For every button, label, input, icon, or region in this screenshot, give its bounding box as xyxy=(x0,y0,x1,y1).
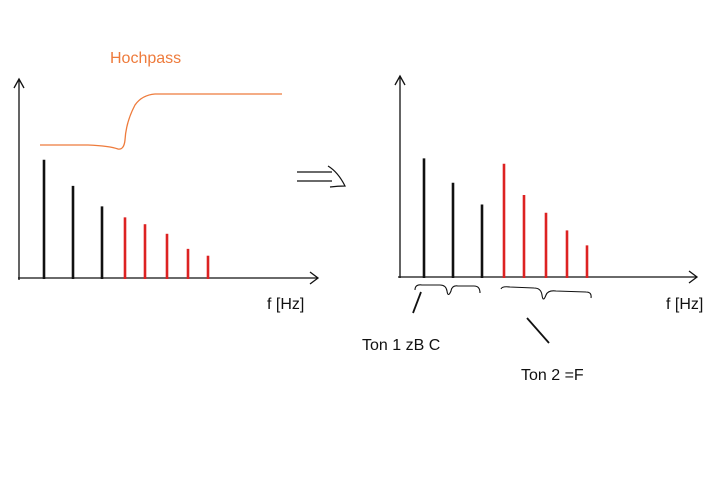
tone1-pointer xyxy=(412,291,422,314)
left-harmonic-bars xyxy=(42,159,210,279)
tone2-brace xyxy=(500,286,592,300)
right-x-axis-label: f [Hz] xyxy=(666,296,704,313)
right-axes xyxy=(394,74,699,284)
implies-arrow-icon xyxy=(297,165,346,188)
tone2-label: Ton 2 =F xyxy=(521,367,584,384)
right-y-axis-arrowhead xyxy=(394,74,406,86)
highpass-label: Hochpass xyxy=(110,50,182,67)
tone1-brace xyxy=(414,284,481,296)
highpass-curve xyxy=(40,93,282,150)
right-x-axis-arrowhead xyxy=(688,270,699,284)
tone1-label: Ton 1 zB C xyxy=(362,337,441,354)
tone2-pointer xyxy=(526,317,550,344)
left-x-axis-label: f [Hz] xyxy=(267,296,305,313)
left-x-axis-arrowhead xyxy=(309,271,320,285)
left-y-axis-arrowhead xyxy=(13,77,25,89)
right-harmonic-bars xyxy=(422,158,589,278)
